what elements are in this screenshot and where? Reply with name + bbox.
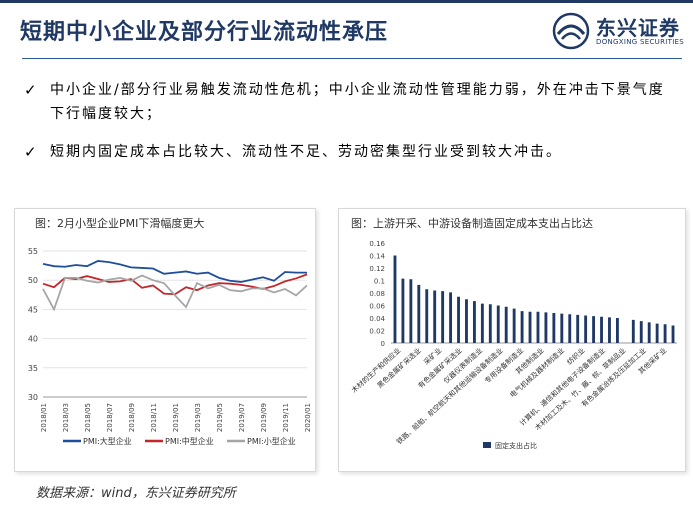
brand-logo: 东兴证券 DONGXING SECURITIES: [548, 10, 688, 54]
legend-label: PMI:中型企业: [165, 436, 214, 446]
top-rule: [0, 0, 693, 3]
bar: [544, 312, 548, 343]
legend-label: PMI:小型企业: [247, 436, 296, 446]
y-tick-label: 0: [381, 340, 385, 348]
x-tick-label: 2018/05: [84, 403, 92, 432]
x-tick-label: 2020/01: [304, 403, 312, 432]
bar: [449, 292, 453, 343]
logo-name: 东兴证券: [596, 16, 680, 40]
logo-subtitle: DONGXING SECURITIES: [596, 38, 685, 46]
bar: [536, 311, 540, 343]
bar: [504, 306, 508, 343]
legend-label: PMI:大型企业: [83, 436, 132, 446]
y-tick-label: 50: [28, 276, 38, 285]
bar: [552, 313, 556, 343]
bar: [457, 296, 460, 343]
pmi-chart-panel: 图：2月小型企业PMI下滑幅度更大 30 35 40 45 50 55 2018/01 201…: [14, 208, 316, 472]
y-tick-label: 0.04: [369, 315, 385, 323]
legend-label: 固定支出占比: [495, 441, 537, 450]
bar: [592, 316, 596, 343]
bar: [401, 278, 405, 343]
bar: [417, 284, 421, 343]
y-tick-label: 55: [28, 247, 38, 256]
bar: [639, 321, 643, 343]
x-tick-label: 2019/01: [172, 403, 180, 432]
bar: [465, 299, 468, 343]
bar: [425, 289, 429, 343]
bar: [568, 314, 572, 343]
bar: [663, 324, 667, 343]
bar: [584, 315, 588, 343]
bullet-text: 中小企业/部分行业易触发流动性危机；中小企业流动性管理能力弱，外在冲击下景气度下…: [50, 82, 665, 122]
source-note: 数据来源：wind，东兴证券研究所: [36, 486, 236, 501]
logo-mark-icon: [552, 12, 590, 50]
chart-title: 图：2月小型企业PMI下滑幅度更大: [35, 217, 205, 230]
x-tick-label: 2019/09: [260, 403, 268, 432]
bar: [512, 308, 516, 343]
bar: [472, 301, 476, 343]
bar: [615, 318, 619, 343]
x-tick-label: 2018/07: [106, 403, 114, 432]
header-divider: [22, 58, 682, 59]
x-tick-label: 2018/03: [62, 403, 70, 432]
bar: [608, 317, 611, 343]
check-icon: ✓: [24, 143, 37, 161]
series-line: [42, 260, 307, 283]
pmi-line-chart: 30 35 40 45 50 55 2018/01 2018/03 2018/05 2018/07…: [28, 247, 312, 446]
x-tick-label: 2019/07: [238, 403, 246, 432]
x-tick-label: 2018/01: [40, 403, 48, 432]
series-line: [42, 273, 308, 296]
y-tick-label: 0.14: [369, 253, 385, 261]
bar: [393, 255, 397, 343]
check-icon: ✓: [24, 81, 37, 99]
bar: [496, 305, 500, 343]
bar: [655, 323, 659, 343]
chart-title: 图：上游开采、中游设备制造固定成本支出占比达: [351, 217, 593, 230]
bar: [520, 311, 524, 343]
bar: [600, 316, 603, 343]
bar: [433, 290, 437, 343]
cost-chart-panel: 图：上游开采、中游设备制造固定成本支出占比达 0 0.02 0.04 0.06 0.08…: [338, 208, 686, 472]
x-tick-label: 2018/11: [150, 403, 158, 432]
x-tick-label: 2019/03: [194, 403, 202, 432]
y-tick-label: 0.06: [369, 303, 385, 311]
y-tick-label: 45: [28, 305, 38, 314]
bar: [441, 291, 445, 343]
x-tick-label: 2019/11: [282, 403, 290, 432]
y-tick-label: 40: [28, 335, 38, 344]
bar: [647, 322, 651, 343]
y-tick-label: 0.1: [374, 278, 385, 286]
legend-swatch: [483, 442, 491, 448]
x-tick-label: 2018/09: [128, 403, 136, 432]
bullet-text: 短期内固定成本占比较大、流动性不足、劳动密集型行业受到较大冲击。: [50, 144, 562, 160]
page-title: 短期中小企业及部分行业流动性承压: [20, 19, 389, 45]
bar: [488, 304, 492, 343]
cost-bar-chart: 00.020.040.060.080.10.120.140.16木材的生产和供应…: [349, 240, 677, 450]
bar: [671, 325, 675, 343]
bar: [480, 303, 484, 343]
bar: [528, 311, 532, 343]
y-tick-label: 0.16: [369, 240, 385, 248]
y-tick-label: 30: [28, 393, 38, 402]
bar: [409, 279, 413, 343]
bar: [560, 313, 564, 343]
y-tick-label: 0.02: [369, 328, 385, 336]
x-tick-label: 2019/05: [216, 403, 224, 432]
series-line: [42, 274, 308, 312]
y-tick-label: 35: [28, 364, 38, 373]
y-tick-label: 0.08: [369, 290, 385, 298]
y-tick-label: 0.12: [369, 265, 385, 273]
bar: [576, 314, 580, 343]
bar: [631, 319, 635, 343]
